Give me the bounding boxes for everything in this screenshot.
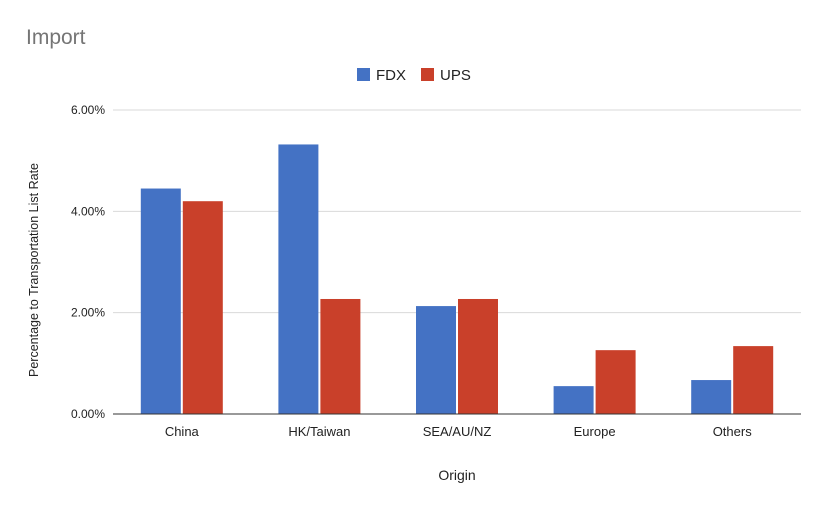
bar-ups [320,298,361,414]
x-axis-title: Origin [438,467,475,483]
bar-ups [458,298,498,414]
bar-fdx [691,380,732,414]
bars [140,144,774,414]
bar-fdx [416,306,456,414]
legend-swatch-ups [421,68,434,81]
bar-fdx [140,188,181,414]
legend: FDX UPS [357,67,471,84]
x-category-label: Others [713,424,753,439]
bar-ups [595,350,636,414]
bar-ups [182,201,223,414]
y-tick-label: 6.00% [71,103,105,117]
x-category-label: SEA/AU/NZ [423,424,492,439]
bar-ups [733,346,774,414]
bar-fdx [278,144,319,414]
legend-swatch-fdx [357,68,370,81]
legend-label-ups: UPS [440,67,471,84]
x-category-label: China [165,424,200,439]
x-axis-categories: China HK/Taiwan SEA/AU/NZ Europe Others [165,424,752,439]
x-category-label: HK/Taiwan [288,424,350,439]
y-axis-title: Percentage to Transportation List Rate [27,163,41,377]
chart-title: Import [26,26,86,49]
y-tick-label: 0.00% [71,407,105,421]
legend-label-fdx: FDX [376,67,406,84]
gridlines [113,109,801,314]
y-axis-ticks: 0.00% 2.00% 4.00% 6.00% [71,103,105,421]
y-tick-label: 2.00% [71,306,105,320]
y-tick-label: 4.00% [71,204,105,218]
bar-fdx [553,386,594,414]
x-category-label: Europe [574,424,616,439]
